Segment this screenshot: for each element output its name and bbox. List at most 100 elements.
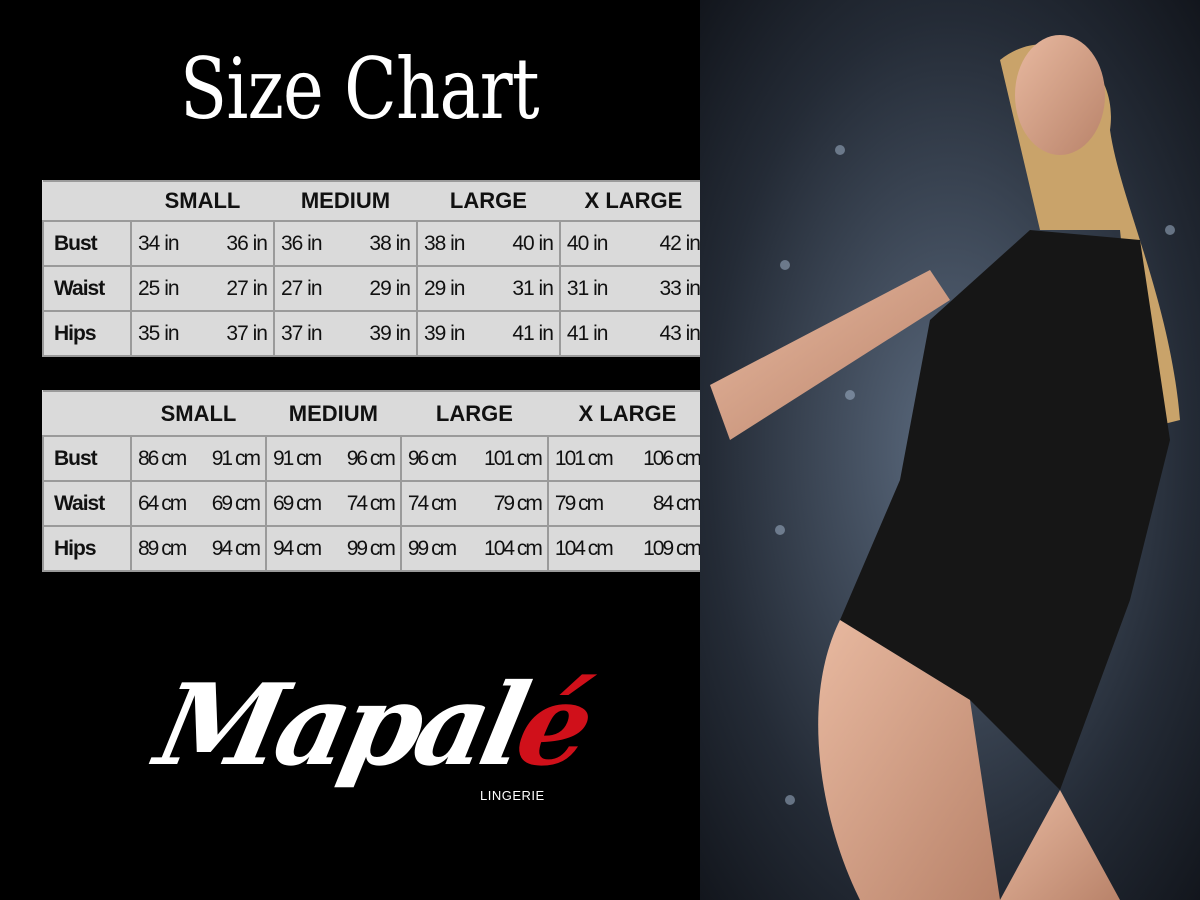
size-range-cell: 25 in 27 in (130, 265, 275, 312)
max-value: 31 in (512, 276, 554, 300)
size-range-cell: 38 in 40 in (415, 220, 561, 267)
size-range-cell: 101 cm 106 cm (546, 435, 709, 482)
size-range-cell: 64 cm 69 cm (130, 480, 267, 527)
size-range-cell: 27 in 29 in (272, 265, 418, 312)
size-range-cell: 35 in 37 in (130, 310, 275, 357)
size-header: X LARGE (559, 180, 707, 222)
min-value: 39 in (423, 321, 466, 345)
max-value: 33 in (659, 276, 701, 300)
max-value: 74 cm (346, 491, 396, 515)
max-value: 27 in (226, 276, 268, 300)
size-range-cell: 91 cm 96 cm (264, 435, 402, 482)
size-range-cell: 86 cm 91 cm (130, 435, 267, 482)
min-value: 41 in (566, 321, 609, 345)
table-row: Bust 34 in 36 in 36 in 38 in 38 in 40 in 40 in 4… (42, 220, 709, 267)
max-value: 39 in (369, 321, 411, 345)
min-value: 29 in (423, 276, 466, 300)
max-value: 109 cm (643, 536, 702, 560)
min-value: 37 in (280, 321, 323, 345)
max-value: 79 cm (493, 491, 543, 515)
min-value: 94 cm (272, 536, 322, 560)
max-value: 106 cm (643, 446, 702, 470)
size-range-cell: 31 in 33 in (558, 265, 709, 312)
size-header: SMALL (131, 180, 274, 222)
min-value: 69 cm (272, 491, 322, 515)
header-empty-cell (43, 180, 131, 222)
logo-tagline: LINGERIE (480, 788, 545, 803)
max-value: 40 in (512, 231, 554, 255)
brand-logo: Mapalé LINGERIE (146, 660, 599, 820)
size-header-row: SMALL MEDIUM LARGE X LARGE (43, 390, 707, 437)
min-value: 31 in (566, 276, 609, 300)
min-value: 101 cm (554, 446, 614, 470)
size-header: X LARGE (547, 390, 707, 437)
min-value: 96 cm (407, 446, 457, 470)
size-range-cell: 40 in 42 in (558, 220, 709, 267)
min-value: 89 cm (138, 536, 187, 560)
max-value: 96 cm (346, 446, 396, 470)
table-row: Hips 89 cm 94 cm 94 cm 99 cm 99 cm 104 cm 104 c… (42, 525, 709, 572)
table-row: Waist 25 in 27 in 27 in 29 in 29 in 31 in 31 in… (42, 265, 709, 312)
size-header-row: SMALL MEDIUM LARGE X LARGE (43, 180, 707, 222)
size-range-cell: 104 cm 109 cm (546, 525, 709, 572)
max-value: 69 cm (211, 491, 261, 515)
min-value: 91 cm (272, 446, 322, 470)
max-value: 42 in (659, 231, 701, 255)
max-value: 104 cm (484, 536, 543, 560)
size-table-cm: SMALL MEDIUM LARGE X LARGE Bust 86 cm 91 cm 91 … (42, 390, 709, 572)
measurement-label: Hips (42, 525, 132, 572)
min-value: 38 in (423, 231, 466, 255)
max-value: 37 in (226, 321, 268, 345)
min-value: 36 in (280, 231, 323, 255)
size-range-cell: 96 cm 101 cm (399, 435, 549, 482)
max-value: 38 in (369, 231, 411, 255)
min-value: 74 cm (407, 491, 457, 515)
min-value: 40 in (566, 231, 609, 255)
size-header: MEDIUM (265, 390, 401, 437)
min-value: 25 in (138, 276, 180, 300)
min-value: 86 cm (138, 446, 187, 470)
size-header: LARGE (400, 390, 548, 437)
max-value: 29 in (369, 276, 411, 300)
size-range-cell: 29 in 31 in (415, 265, 561, 312)
min-value: 27 in (280, 276, 323, 300)
size-range-cell: 34 in 36 in (130, 220, 275, 267)
max-value: 41 in (512, 321, 554, 345)
size-range-cell: 37 in 39 in (272, 310, 418, 357)
max-value: 84 cm (652, 491, 702, 515)
measurement-label: Hips (42, 310, 132, 357)
size-table-inches: SMALL MEDIUM LARGE X LARGE Bust 34 in 36 in 36 … (42, 180, 709, 357)
table-row: Hips 35 in 37 in 37 in 39 in 39 in 41 in 41 in 4… (42, 310, 709, 357)
max-value: 43 in (659, 321, 701, 345)
max-value: 91 cm (211, 446, 261, 470)
table-row: Waist 64 cm 69 cm 69 cm 74 cm 74 cm 79 cm 79 cm… (42, 480, 709, 527)
size-header: MEDIUM (273, 180, 417, 222)
table-row: Bust 86 cm 91 cm 91 cm 96 cm 96 cm 101 cm 101 c… (42, 435, 709, 482)
size-range-cell: 99 cm 104 cm (399, 525, 549, 572)
logo-brand-text: Mapal (146, 660, 534, 791)
min-value: 64 cm (138, 491, 187, 515)
min-value: 104 cm (554, 536, 614, 560)
max-value: 36 in (226, 231, 268, 255)
size-range-cell: 89 cm 94 cm (130, 525, 267, 572)
max-value: 99 cm (346, 536, 396, 560)
size-header: LARGE (416, 180, 560, 222)
header-empty-cell (43, 390, 131, 437)
min-value: 99 cm (407, 536, 457, 560)
size-range-cell: 41 in 43 in (558, 310, 709, 357)
min-value: 34 in (138, 231, 180, 255)
measurement-label: Waist (42, 265, 132, 312)
model-photo (700, 0, 1200, 900)
min-value: 35 in (138, 321, 180, 345)
max-value: 101 cm (484, 446, 543, 470)
size-header: SMALL (131, 390, 266, 437)
measurement-label: Bust (42, 220, 132, 267)
max-value: 94 cm (211, 536, 261, 560)
min-value: 79 cm (554, 491, 604, 515)
size-range-cell: 69 cm 74 cm (264, 480, 402, 527)
size-range-cell: 74 cm 79 cm (399, 480, 549, 527)
measurement-label: Waist (42, 480, 132, 527)
size-range-cell: 39 in 41 in (415, 310, 561, 357)
size-range-cell: 79 cm 84 cm (546, 480, 709, 527)
size-range-cell: 94 cm 99 cm (264, 525, 402, 572)
